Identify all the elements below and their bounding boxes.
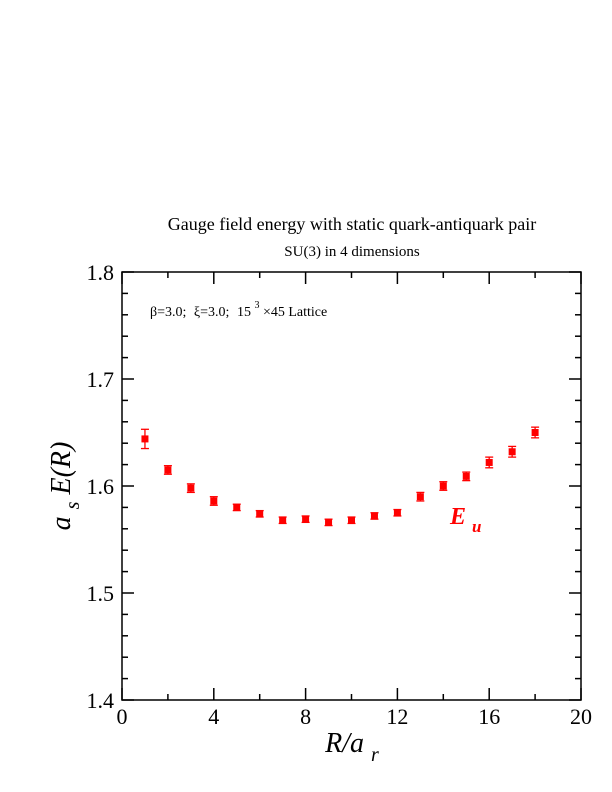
y-tick-label: 1.5: [87, 581, 115, 606]
lattice-annotation: β=3.0; ξ=3.0; 15 3 ×45 Lattice: [150, 297, 327, 320]
data-marker: [393, 509, 401, 517]
data-marker: [141, 435, 149, 443]
y-axis-label-a: a: [46, 516, 77, 530]
data-marker: [370, 512, 378, 520]
data-marker: [233, 503, 241, 511]
beta-annotation: β=3.0;: [150, 305, 186, 320]
x-tick-label: 16: [478, 704, 500, 729]
data-point: [439, 481, 448, 491]
data-point: [508, 445, 517, 458]
x-tick-label: 4: [208, 704, 219, 729]
series-label-sub: u: [472, 517, 481, 536]
chart-title: Gauge field energy with static quark-ant…: [168, 214, 537, 234]
data-point: [140, 428, 149, 450]
data-point: [531, 426, 540, 439]
y-axis-label-sub: s: [62, 501, 84, 509]
x-axis-label: R/a r: [324, 728, 379, 766]
data-marker: [325, 518, 333, 526]
data-marker: [210, 497, 218, 505]
x-axis-label-sub: r: [371, 744, 379, 766]
lattice-size-rest: ×45 Lattice: [263, 305, 327, 320]
data-point: [416, 491, 425, 502]
y-tick-label: 1.4: [87, 688, 115, 713]
data-marker: [531, 429, 539, 436]
data-point: [370, 512, 379, 520]
data-marker: [164, 466, 172, 474]
data-point: [347, 516, 356, 525]
xi-annotation: ξ=3.0;: [194, 305, 230, 320]
x-axis-ticks: [121, 272, 582, 700]
y-axis-label-rest: E(R): [46, 442, 77, 496]
y-axis-ticks: [122, 271, 581, 701]
series-label: E u: [449, 504, 481, 536]
data-point: [278, 516, 287, 525]
y-tick-label: 1.6: [87, 474, 115, 499]
data-marker: [279, 516, 287, 524]
y-axis-label: a s E(R): [46, 442, 86, 531]
data-point: [324, 518, 333, 527]
data-marker: [508, 448, 516, 456]
y-tick-label: 1.8: [87, 260, 115, 285]
x-axis-tick-labels: 0 4 8 12 16 20: [117, 704, 593, 729]
data-marker: [348, 516, 355, 524]
lattice-size-base: 15: [237, 305, 251, 320]
data-marker: [485, 458, 493, 466]
data-marker: [439, 482, 447, 490]
data-point: [485, 456, 494, 469]
data-point: [232, 503, 241, 512]
y-tick-label: 1.7: [87, 367, 115, 392]
data-point: [255, 509, 264, 518]
data-point: [301, 515, 310, 524]
data-point: [393, 508, 402, 517]
lattice-size-exponent: 3: [254, 300, 259, 311]
x-tick-label: 0: [117, 704, 128, 729]
data-marker: [416, 493, 424, 501]
data-point: [462, 471, 471, 482]
x-tick-label: 12: [386, 704, 408, 729]
data-marker: [462, 472, 470, 480]
series-eu-marks: [140, 426, 540, 527]
data-point: [186, 483, 195, 494]
y-axis-tick-labels: 1.4 1.5 1.6 1.7 1.8: [87, 260, 115, 713]
data-marker: [256, 510, 264, 518]
data-marker: [302, 515, 310, 523]
x-axis-label-main: R/a: [324, 728, 364, 759]
x-tick-label: 8: [300, 704, 311, 729]
data-point: [163, 465, 172, 475]
chart-subtitle: SU(3) in 4 dimensions: [284, 244, 420, 260]
data-point: [209, 496, 218, 506]
x-tick-label: 20: [570, 704, 592, 729]
data-marker: [187, 484, 195, 492]
series-label-main: E: [449, 504, 466, 530]
